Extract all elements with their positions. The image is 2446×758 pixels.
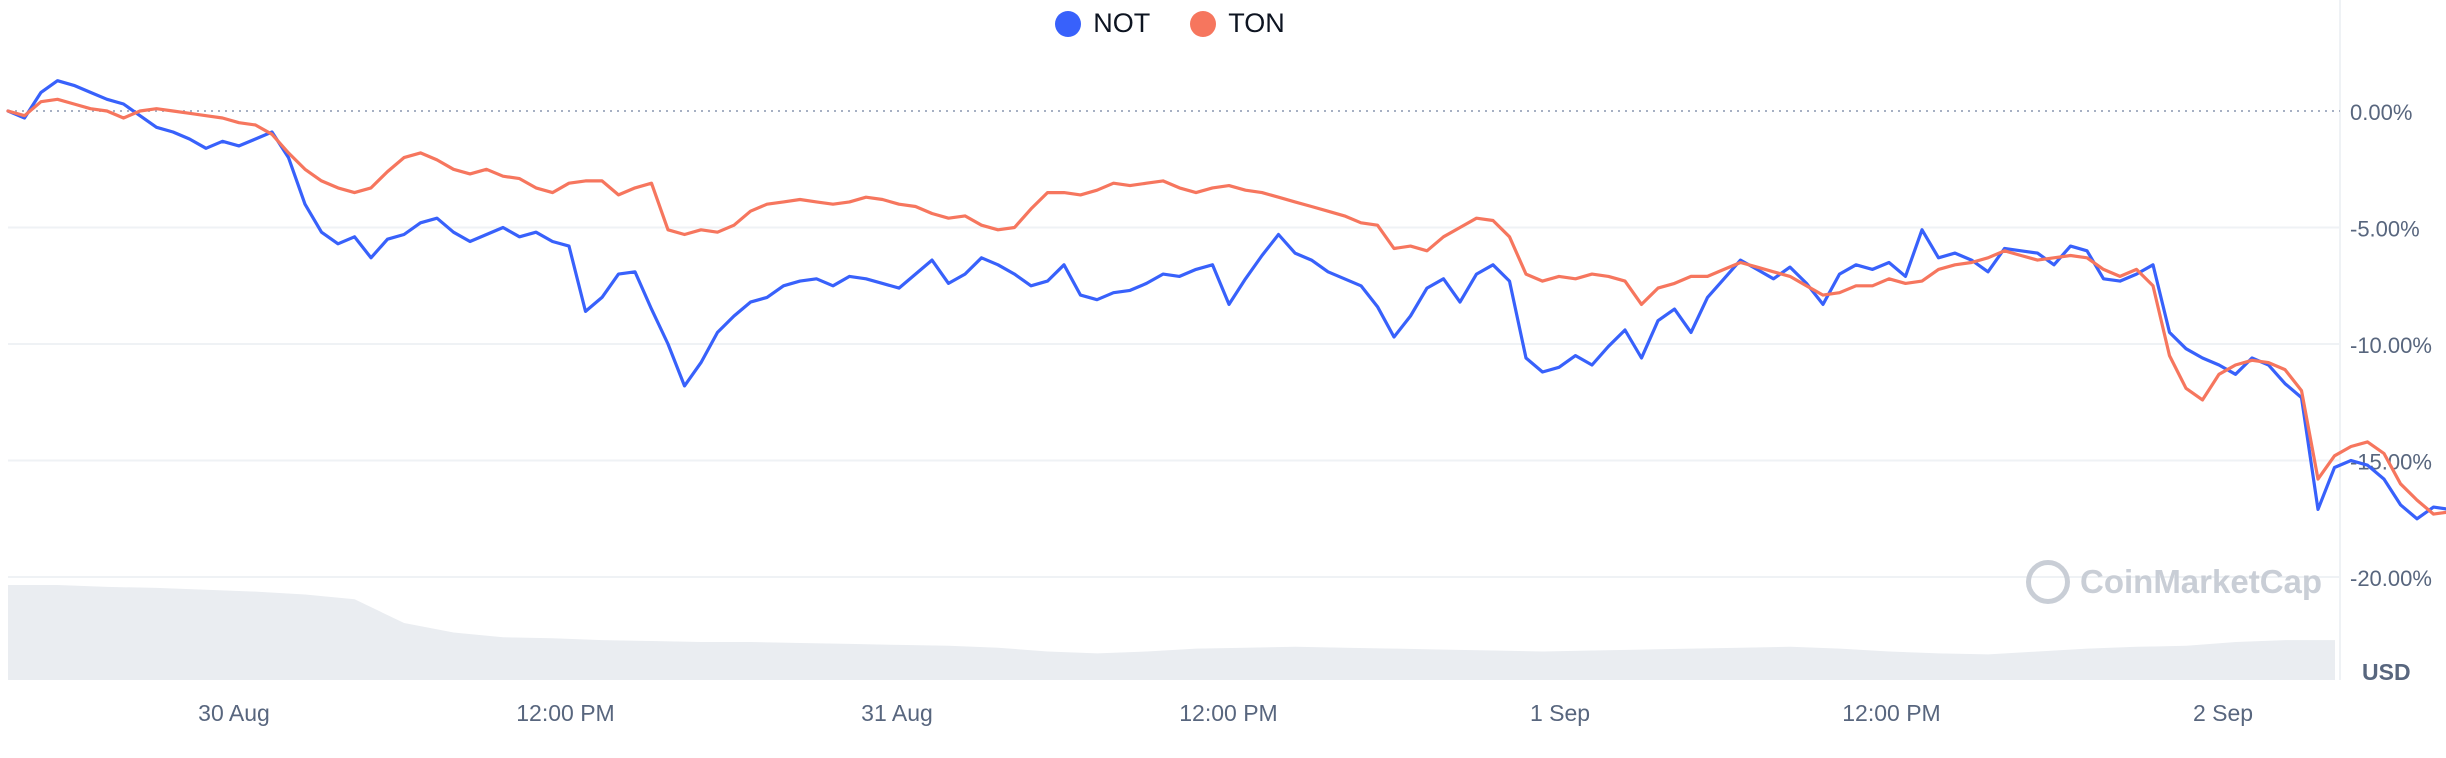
- x-tick-label-2: 31 Aug: [861, 700, 933, 726]
- x-tick-label-3: 12:00 PM: [1179, 700, 1277, 726]
- legend-dot-ton: [1190, 10, 1217, 37]
- series-line-ton: [6, 97, 2446, 516]
- y-tick-label-3: -15.00%: [2350, 450, 2432, 475]
- x-tick-label-0: 30 Aug: [198, 700, 270, 726]
- x-tick-label-1: 12:00 PM: [516, 700, 614, 726]
- watermark: CoinMarketCap: [2026, 560, 2322, 604]
- coinmarketcap-logo-icon: [2026, 560, 2070, 604]
- series-line-not: [6, 79, 2446, 521]
- y-tick-label-2: -10.00%: [2350, 333, 2432, 358]
- legend-item-ton[interactable]: TON: [1190, 8, 1285, 39]
- legend-label-ton: TON: [1228, 8, 1285, 38]
- y-tick-label-0: 0.00%: [2350, 100, 2412, 125]
- x-tick-label-5: 12:00 PM: [1842, 700, 1940, 726]
- watermark-text: CoinMarketCap: [2080, 563, 2323, 600]
- legend-label-not: NOT: [1093, 8, 1151, 38]
- legend-dot-not: [1055, 10, 1082, 37]
- y-tick-label-1: -5.00%: [2350, 217, 2420, 242]
- x-tick-label-4: 1 Sep: [1530, 700, 1590, 726]
- legend: NOT TON: [0, 8, 2340, 39]
- currency-label: USD: [2362, 659, 2411, 685]
- volume-area: [8, 585, 2335, 680]
- y-tick-label-4: -20.00%: [2350, 566, 2432, 591]
- x-tick-label-6: 2 Sep: [2193, 700, 2253, 726]
- legend-item-not[interactable]: NOT: [1055, 8, 1150, 39]
